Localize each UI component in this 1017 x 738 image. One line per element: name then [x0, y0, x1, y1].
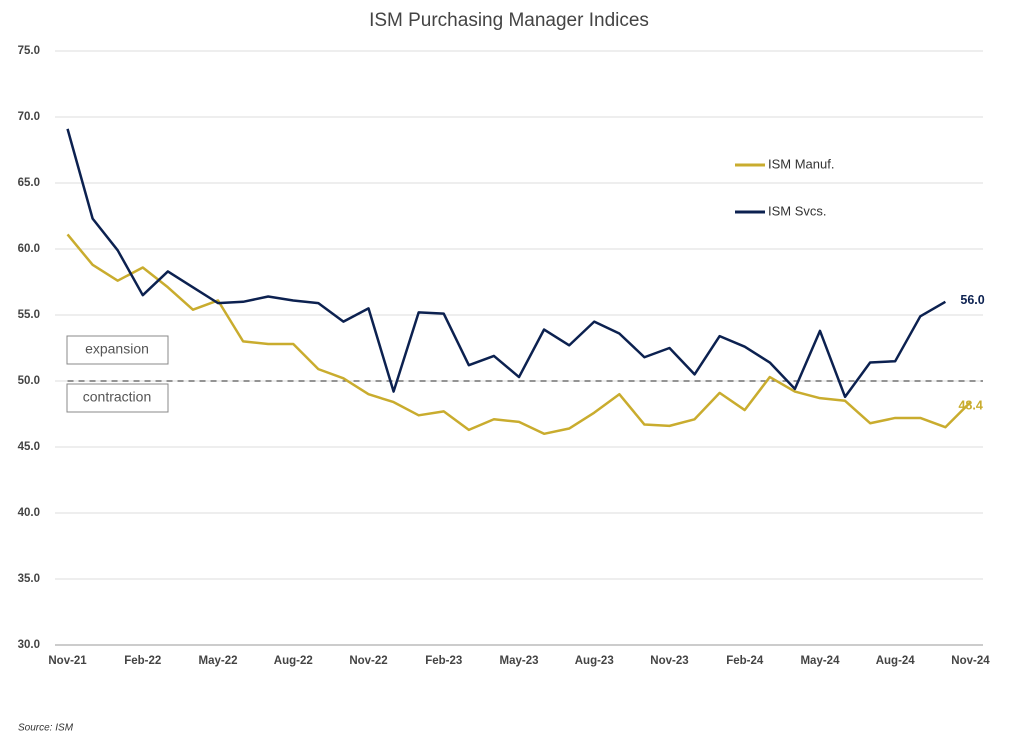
- x-tick-label: Aug-22: [274, 655, 313, 667]
- data-label: 56.0: [960, 293, 984, 307]
- x-tick-label: Nov-24: [951, 655, 990, 667]
- x-tick-label: Nov-21: [48, 655, 87, 667]
- series-line: [66, 128, 947, 399]
- data-label: 48.4: [958, 398, 982, 412]
- x-tick-label: Aug-24: [876, 655, 916, 667]
- legend-label: ISM Svcs.: [768, 203, 827, 218]
- annotation: expansion: [85, 341, 149, 357]
- y-tick-label: 35.0: [18, 573, 40, 585]
- x-tick-label: Feb-22: [124, 655, 161, 667]
- x-tick-label: Feb-23: [425, 655, 462, 667]
- x-tick-label: Feb-24: [726, 655, 764, 667]
- y-tick-label: 45.0: [18, 441, 40, 453]
- y-tick-label: 40.0: [18, 507, 40, 519]
- legend-label: ISM Manuf.: [768, 156, 834, 171]
- y-tick-label: 65.0: [18, 177, 40, 189]
- x-tick-label: May-23: [500, 655, 539, 667]
- series-line: [66, 233, 972, 436]
- y-tick-label: 70.0: [18, 111, 40, 123]
- y-tick-label: 60.0: [18, 243, 40, 255]
- y-tick-label: 50.0: [18, 375, 40, 387]
- y-tick-label: 75.0: [18, 45, 40, 57]
- source: Source: ISM: [18, 723, 74, 734]
- x-tick-label: May-24: [800, 655, 840, 667]
- x-tick-label: Aug-23: [575, 655, 614, 667]
- x-tick-label: Nov-22: [349, 655, 387, 667]
- y-tick-label: 55.0: [18, 309, 40, 321]
- annotation-box: [66, 335, 169, 365]
- annotation: contraction: [83, 389, 151, 405]
- x-tick-label: Nov-23: [650, 655, 688, 667]
- x-tick-label: May-22: [199, 655, 238, 667]
- annotation-box: [66, 383, 169, 413]
- y-tick-label: 30.0: [18, 639, 40, 651]
- chart-title: ISM Purchasing Manager Indices: [369, 10, 649, 31]
